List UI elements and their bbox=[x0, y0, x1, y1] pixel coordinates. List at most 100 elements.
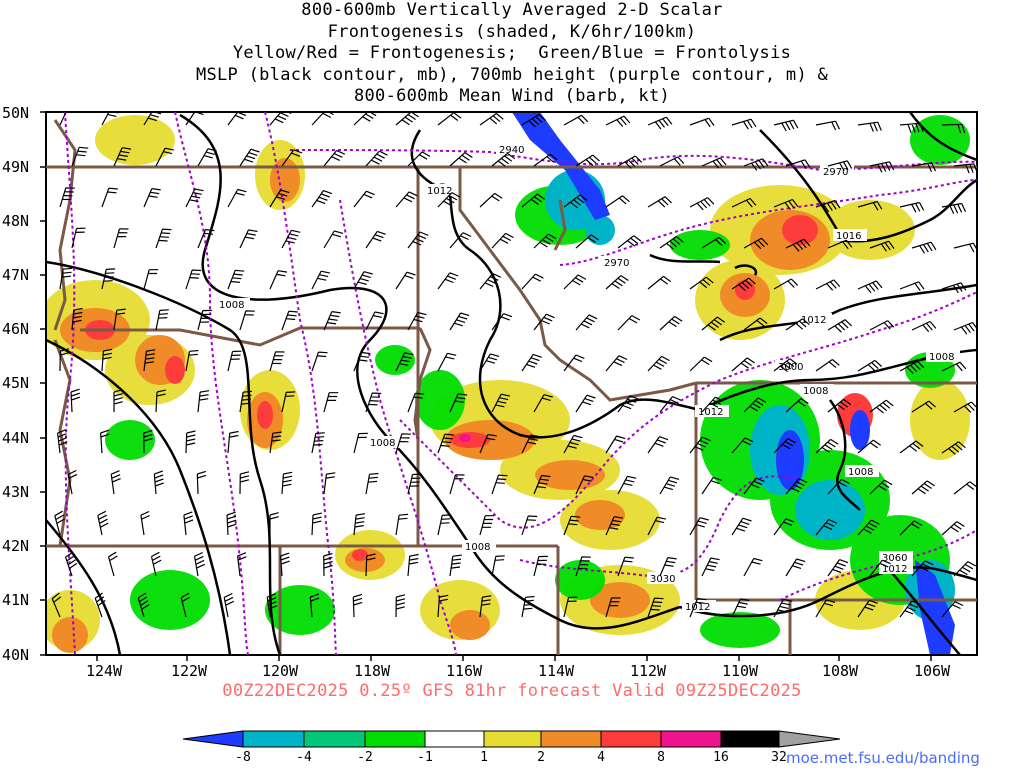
wind-barb bbox=[180, 592, 191, 618]
wind-barb bbox=[59, 348, 70, 372]
lon-label: 122W bbox=[171, 662, 208, 680]
wind-barb bbox=[407, 311, 427, 331]
wind-barb bbox=[281, 229, 301, 249]
wind-barb bbox=[785, 558, 806, 577]
wind-barb bbox=[533, 474, 551, 495]
wind-barb bbox=[869, 320, 895, 331]
wind-barb bbox=[617, 155, 643, 169]
wind-barb bbox=[785, 159, 811, 169]
wind-barb bbox=[773, 518, 795, 536]
wind-barb bbox=[575, 154, 600, 167]
wind-barb bbox=[227, 112, 249, 126]
wind-barb bbox=[617, 556, 634, 577]
wind-barb bbox=[827, 398, 852, 413]
wind-barb bbox=[309, 593, 320, 618]
colorbar-tick-label: 2 bbox=[537, 750, 545, 765]
wind-barb bbox=[239, 148, 260, 167]
height-label: 3000 bbox=[778, 362, 803, 373]
lat-label: 42N bbox=[2, 537, 29, 555]
wind-barb bbox=[113, 228, 129, 249]
wind-barb bbox=[353, 513, 366, 536]
wind-barb bbox=[533, 394, 553, 413]
wind-barb bbox=[353, 271, 373, 290]
wind-barb bbox=[185, 430, 196, 454]
wind-barb bbox=[197, 390, 210, 413]
wind-barb bbox=[899, 440, 924, 454]
wind-barb bbox=[899, 281, 925, 291]
wind-barb bbox=[575, 475, 594, 495]
wind-barb bbox=[437, 192, 461, 208]
wind-barb bbox=[365, 472, 379, 495]
wind-barb bbox=[449, 232, 472, 249]
wind-barb bbox=[857, 439, 882, 454]
wind-barb bbox=[731, 197, 757, 208]
wind-barb bbox=[689, 597, 707, 618]
lat-labels: 50N 49N 48N 47N 46N 45N 44N 43N 42N 41N … bbox=[2, 104, 29, 664]
wind-barb bbox=[185, 188, 204, 208]
wind-barb bbox=[941, 282, 967, 294]
wind-barb bbox=[773, 598, 793, 618]
lon-label: 110W bbox=[722, 662, 759, 680]
wind-barb bbox=[407, 473, 422, 495]
wind-barb bbox=[815, 359, 840, 372]
wind-barb bbox=[953, 242, 977, 253]
wind-barb bbox=[533, 555, 548, 577]
wind-barb bbox=[659, 476, 680, 495]
wind-barb bbox=[869, 240, 895, 252]
wind-barb bbox=[563, 434, 583, 454]
wind-barb bbox=[563, 596, 578, 618]
wind-barb bbox=[67, 469, 78, 495]
wind-barb bbox=[491, 232, 514, 249]
wind-barb bbox=[437, 433, 454, 454]
wind-barb bbox=[395, 433, 411, 454]
wind-barb bbox=[71, 307, 83, 331]
wind-barb bbox=[155, 228, 172, 249]
wind-barb bbox=[689, 517, 709, 536]
mslp-label: 1008 bbox=[370, 438, 395, 449]
wind-barb bbox=[239, 310, 255, 331]
wind-barb bbox=[197, 228, 215, 249]
wind-barb bbox=[107, 551, 118, 577]
wind-barb bbox=[395, 112, 419, 126]
wind-barb bbox=[155, 309, 169, 331]
wind-barb bbox=[953, 481, 977, 495]
wind-barbs bbox=[51, 112, 977, 618]
wind-barb bbox=[773, 358, 798, 372]
wind-barb bbox=[827, 478, 850, 495]
wind-barb bbox=[941, 441, 966, 455]
wind-barb bbox=[311, 112, 334, 126]
wind-barb bbox=[953, 401, 977, 413]
map-title: 800-600mb Vertically Averaged 2-D Scalar… bbox=[0, 0, 1024, 108]
mslp-label: 1008 bbox=[219, 300, 244, 311]
wind-barb bbox=[227, 350, 242, 372]
height-label: 2940 bbox=[499, 145, 524, 156]
wind-barb bbox=[479, 353, 500, 372]
wind-barb bbox=[281, 391, 296, 413]
wind-barb bbox=[269, 512, 279, 535]
wind-barb bbox=[113, 389, 123, 412]
lat-label: 45N bbox=[2, 374, 29, 392]
wind-barb bbox=[785, 478, 808, 495]
colorbar-segment bbox=[483, 730, 542, 748]
wind-barb bbox=[647, 196, 673, 208]
wind-barb bbox=[911, 480, 935, 495]
wind-barb bbox=[701, 157, 727, 169]
wind-barb bbox=[899, 122, 924, 134]
wind-barb bbox=[857, 200, 883, 211]
wind-barb bbox=[365, 230, 386, 249]
wind-barb bbox=[857, 519, 880, 536]
lat-label: 46N bbox=[2, 320, 29, 338]
wind-barb bbox=[563, 114, 589, 126]
wind-barb bbox=[743, 317, 768, 331]
mslp-label: 1008 bbox=[848, 467, 873, 478]
wind-barb bbox=[101, 268, 116, 290]
wind-barb bbox=[323, 311, 341, 331]
wind-barb bbox=[437, 112, 462, 126]
wind-barb bbox=[647, 516, 667, 536]
wind-barb bbox=[563, 515, 581, 536]
source-credit[interactable]: moe.met.fsu.edu/banding bbox=[786, 749, 980, 767]
wind-barb bbox=[743, 477, 765, 495]
wind-barb bbox=[239, 471, 250, 495]
wind-barb bbox=[701, 557, 720, 577]
wind-barb bbox=[575, 394, 596, 413]
